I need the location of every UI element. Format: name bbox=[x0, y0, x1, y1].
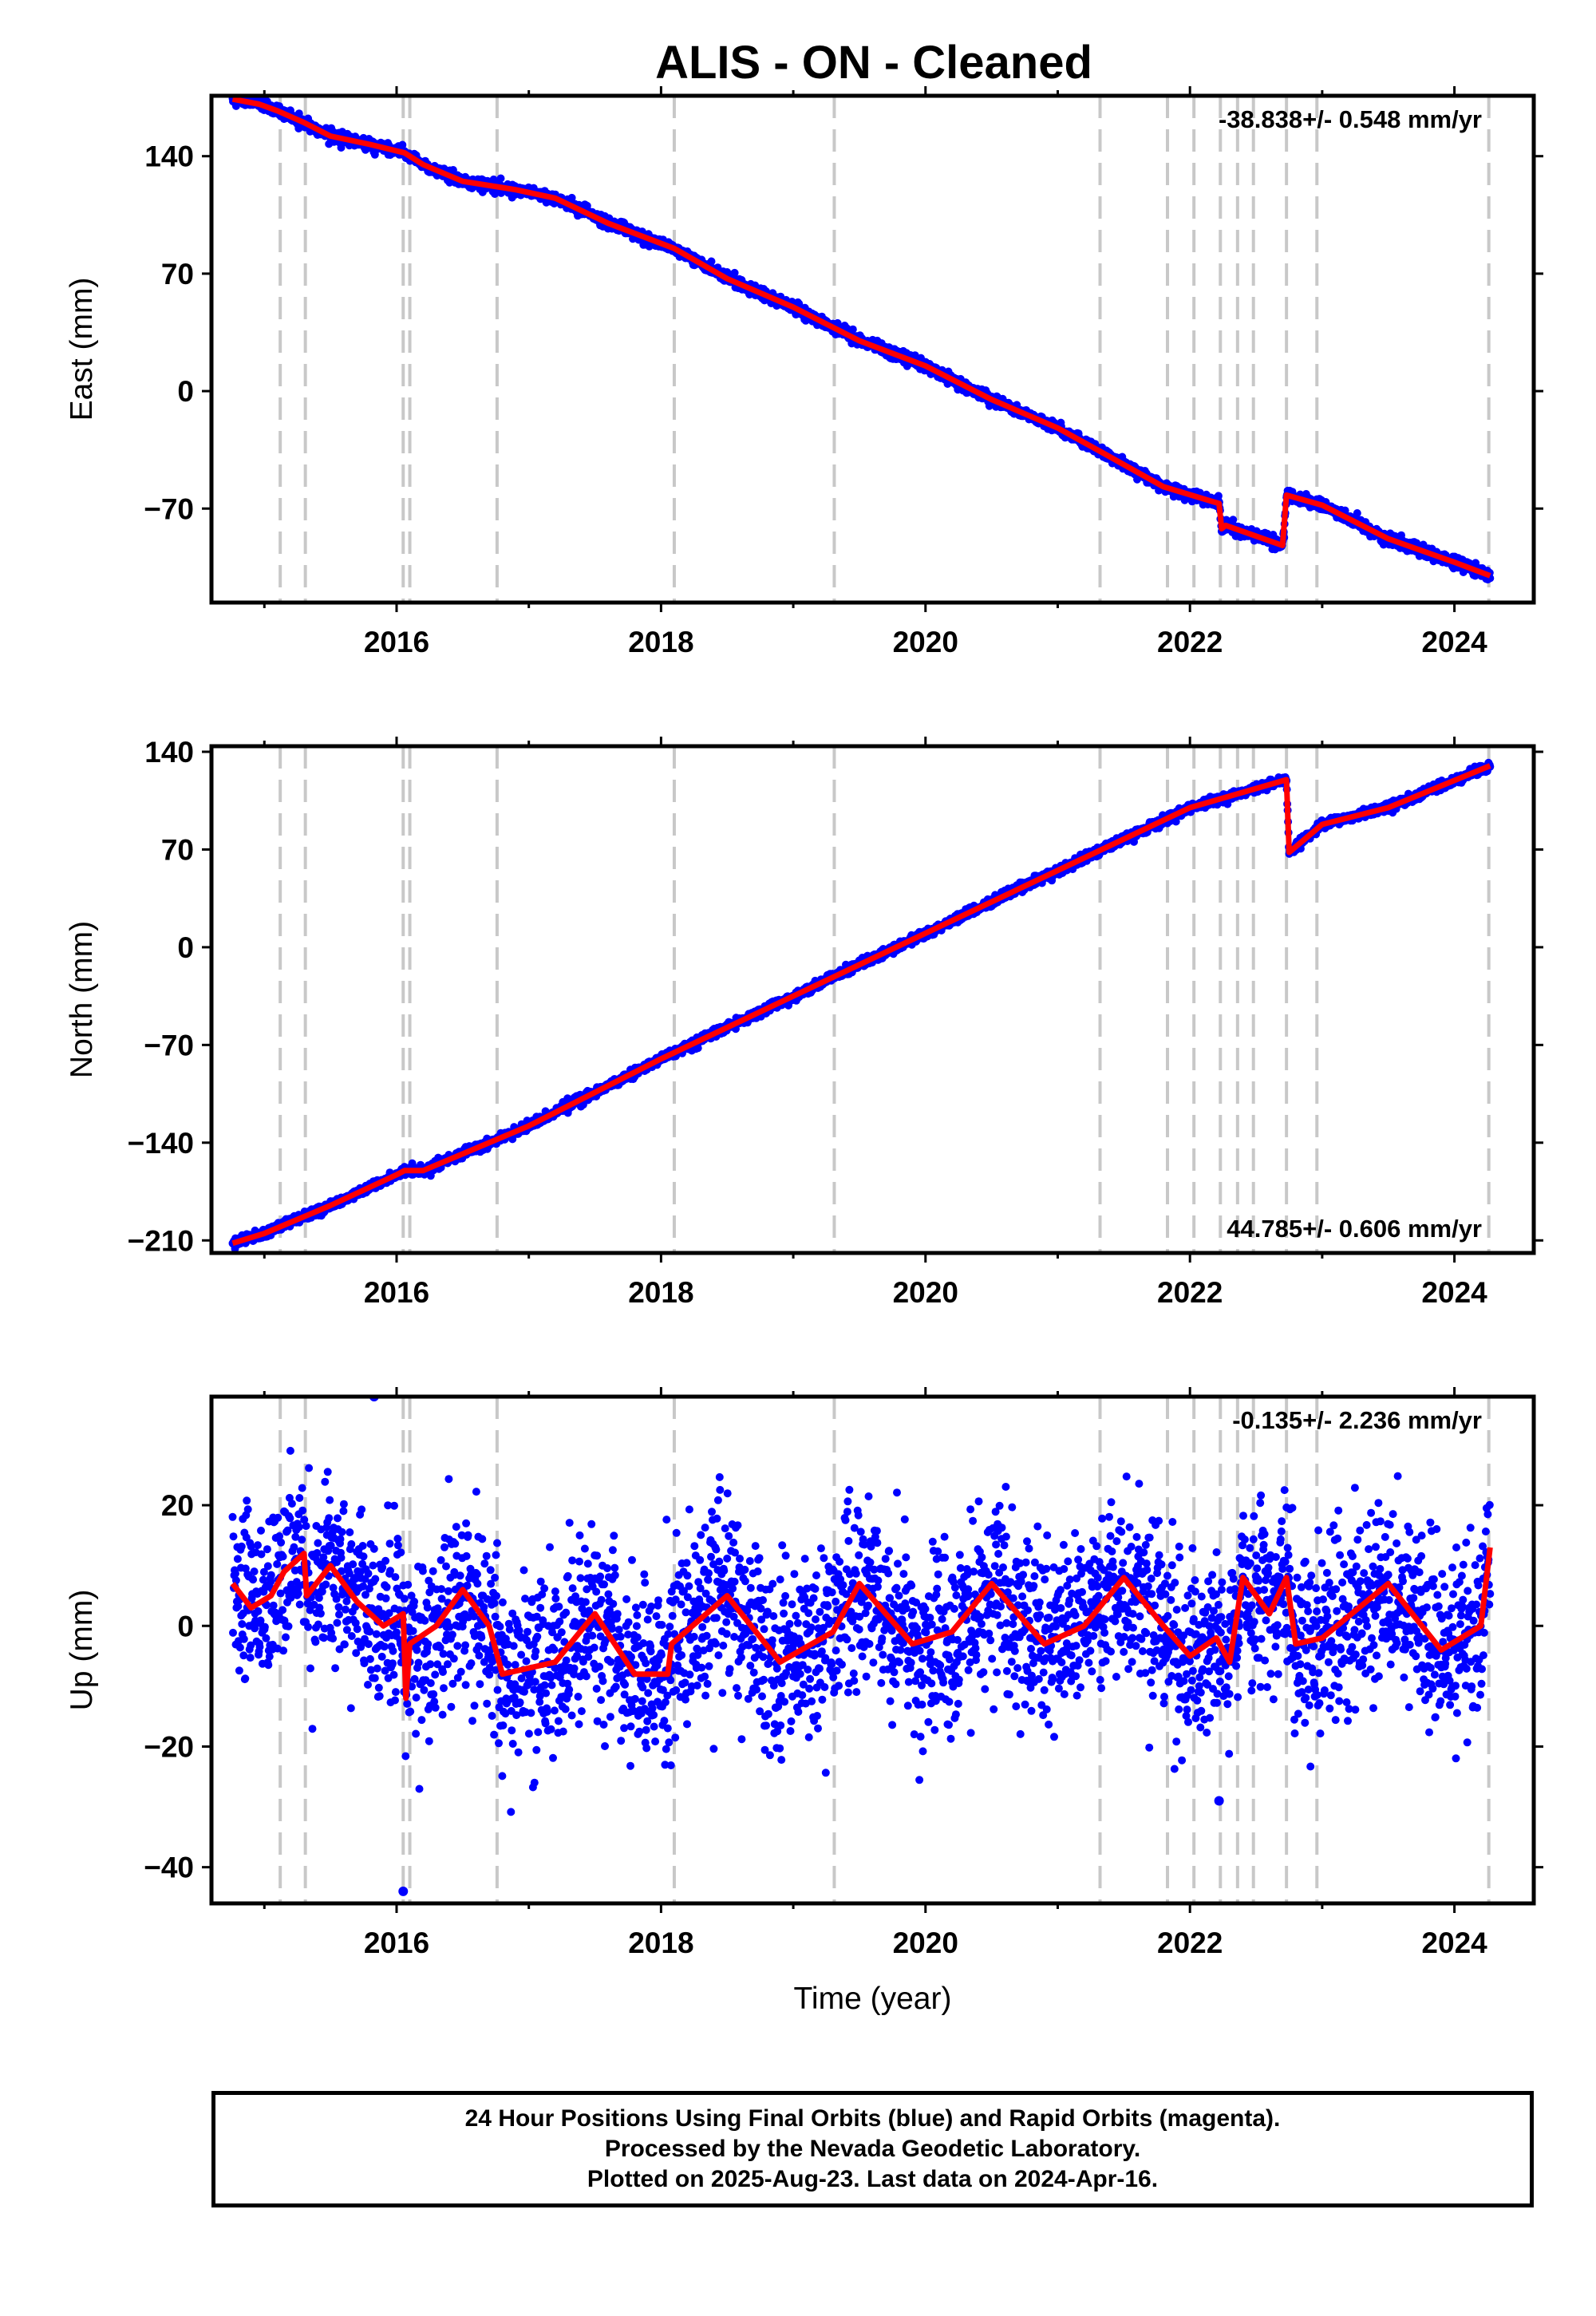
east-rate-label: -38.838+/- 0.548 mm/yr bbox=[1219, 105, 1482, 133]
east-ytick-label-2: 70 bbox=[161, 258, 194, 290]
east-data-point bbox=[707, 257, 716, 266]
east-data-point bbox=[1353, 509, 1361, 517]
east-data-point bbox=[398, 140, 407, 149]
north-panel: 2016 2018 2020 2022 2024−210−140−70070140Nor… bbox=[65, 736, 1543, 1309]
east-data-point bbox=[1214, 492, 1223, 500]
east-ytick-label-1: 0 bbox=[177, 375, 194, 408]
east-panel: 2016 2018 2020 2022 2024 −70 0 70 140 East (mm) -3… bbox=[65, 86, 1543, 658]
north-data-points bbox=[228, 758, 1495, 1253]
east-data-points bbox=[228, 96, 1495, 584]
east-data-point bbox=[730, 268, 739, 277]
east-frame bbox=[209, 93, 1536, 605]
east-xtick-label-2024: 2024 bbox=[1421, 626, 1487, 658]
east-data-point bbox=[567, 193, 576, 202]
east-data-point bbox=[1229, 516, 1238, 524]
east-xtick-label-2020: 2020 bbox=[893, 626, 958, 658]
north-data-point bbox=[693, 1044, 702, 1053]
north-plot-area bbox=[228, 746, 1495, 1253]
east-plot-area bbox=[228, 96, 1495, 603]
figure-title: ALIS - ON - Cleaned bbox=[655, 37, 1092, 89]
east-ytick-label-0: −70 bbox=[144, 492, 194, 525]
east-xtick-label-2016: 2016 bbox=[364, 626, 429, 658]
east-xtick-label-2022: 2022 bbox=[1157, 626, 1223, 658]
east-data-point bbox=[848, 325, 857, 334]
east-model-line bbox=[231, 96, 1491, 579]
east-ylabel: East (mm) bbox=[65, 278, 99, 421]
east-xtick-label-2018: 2018 bbox=[628, 626, 693, 658]
east-data-point bbox=[496, 174, 505, 183]
east-ytick-label-3: 140 bbox=[144, 140, 194, 173]
